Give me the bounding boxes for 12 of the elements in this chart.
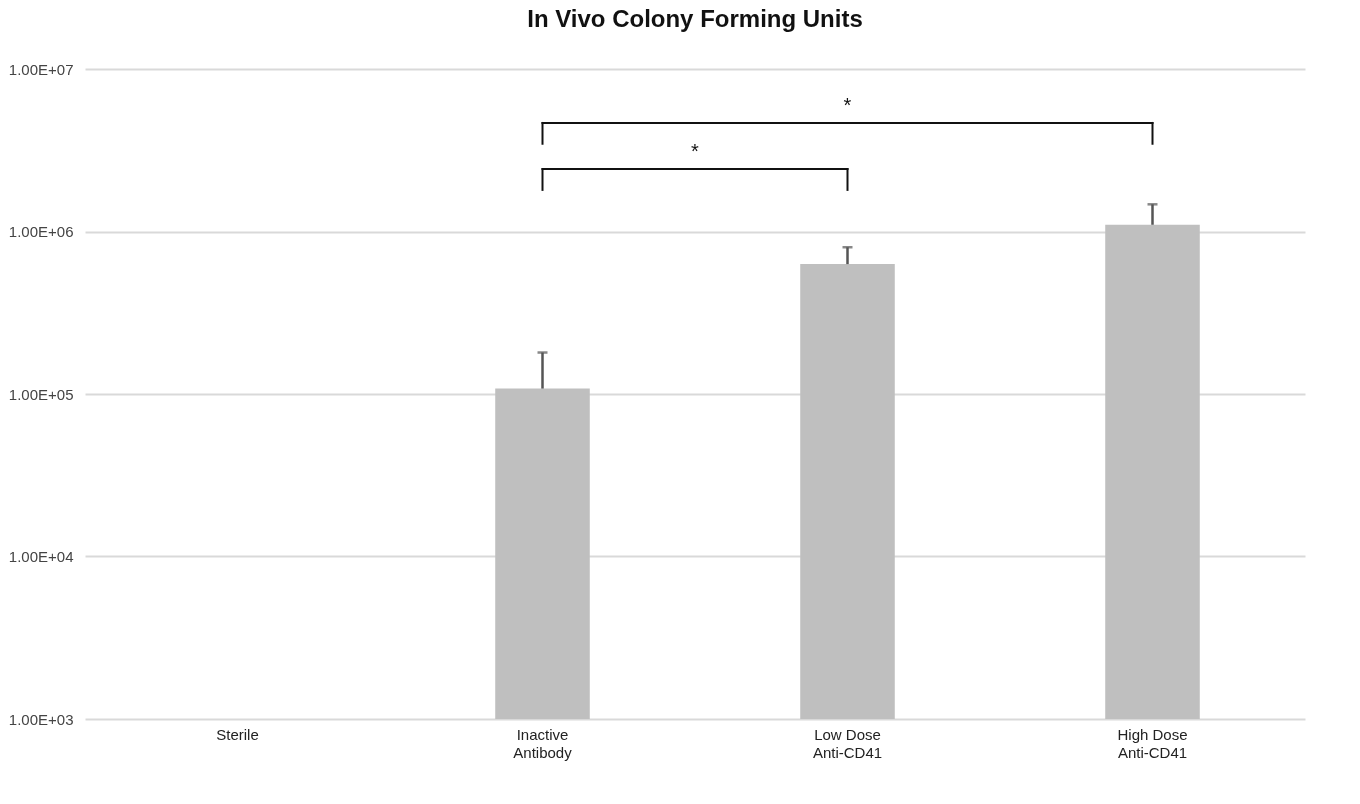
y-tick-label: 1.00E+04 (8, 548, 74, 565)
x-tick-label: High Dose Anti-CD41 (1117, 725, 1188, 761)
y-tick-label: 1.00E+05 (8, 385, 74, 403)
annotation: * (691, 140, 700, 163)
y-tick-label: 1.00E+06 (8, 223, 74, 240)
x-tick-label: Low Dose Anti-CD41 (812, 725, 883, 761)
y-tick-label: 1.00E+07 (8, 60, 74, 78)
chart-title: In Vivo Colony Forming Units (527, 5, 863, 32)
x-tick-label: Sterile (216, 725, 259, 743)
annotation: * (843, 94, 852, 117)
x-tick-label: Inactive Antibody (513, 725, 573, 761)
y-tick-label: 1.00E+03 (8, 710, 74, 728)
